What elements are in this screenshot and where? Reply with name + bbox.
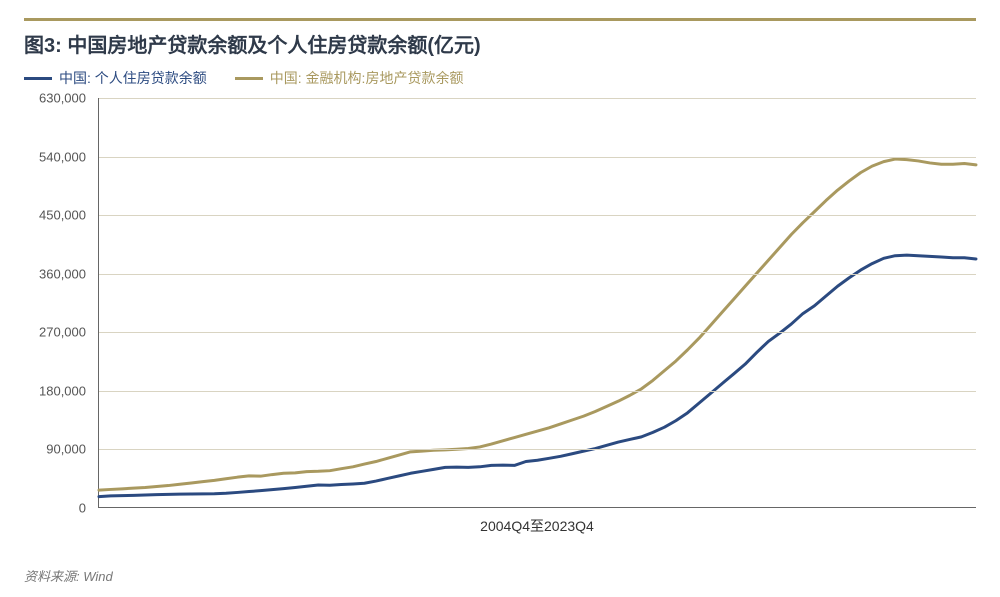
y-axis: 090,000180,000270,000360,000450,000540,0… — [24, 98, 94, 508]
grid-line — [99, 449, 976, 450]
legend-label-series1: 中国: 个人住房贷款余额 — [59, 68, 207, 88]
y-tick-label: 360,000 — [39, 266, 86, 281]
y-tick-label: 90,000 — [46, 442, 86, 457]
y-tick-label: 540,000 — [39, 149, 86, 164]
legend-swatch-series2 — [235, 77, 263, 80]
legend-item-series1: 中国: 个人住房贷款余额 — [24, 68, 207, 88]
lines-svg — [99, 98, 976, 507]
grid-line — [99, 274, 976, 275]
plot-area — [98, 98, 976, 508]
chart-area: 0 90,000 180,000 270,000 360,000 450,000 540,0… — [24, 98, 976, 538]
y-tick-label: 180,000 — [39, 383, 86, 398]
legend-item-series2: 中国: 金融机构:房地产贷款余额 — [235, 68, 464, 88]
title-bar: 图3: 中国房地产贷款余额及个人住房贷款余额(亿元) — [24, 18, 976, 58]
grid-line — [99, 157, 976, 158]
grid-line — [99, 98, 976, 99]
chart-title: 图3: 中国房地产贷款余额及个人住房贷款余额(亿元) — [24, 29, 976, 58]
x-axis-label: 2004Q4至2023Q4 — [98, 516, 976, 536]
grid-line — [99, 391, 976, 392]
legend: 中国: 个人住房贷款余额 中国: 金融机构:房地产贷款余额 — [24, 68, 976, 88]
y-tick-label: 450,000 — [39, 208, 86, 223]
legend-label-series2: 中国: 金融机构:房地产贷款余额 — [270, 68, 464, 88]
y-tick-label: 0 — [79, 501, 86, 516]
legend-swatch-series1 — [24, 77, 52, 80]
grid-line — [99, 332, 976, 333]
line-series1 — [99, 255, 976, 497]
line-series2 — [99, 159, 976, 490]
grid-line — [99, 215, 976, 216]
source-caption: 资料来源: Wind — [24, 566, 113, 585]
y-tick-label: 270,000 — [39, 325, 86, 340]
y-tick-label: 630,000 — [39, 91, 86, 106]
